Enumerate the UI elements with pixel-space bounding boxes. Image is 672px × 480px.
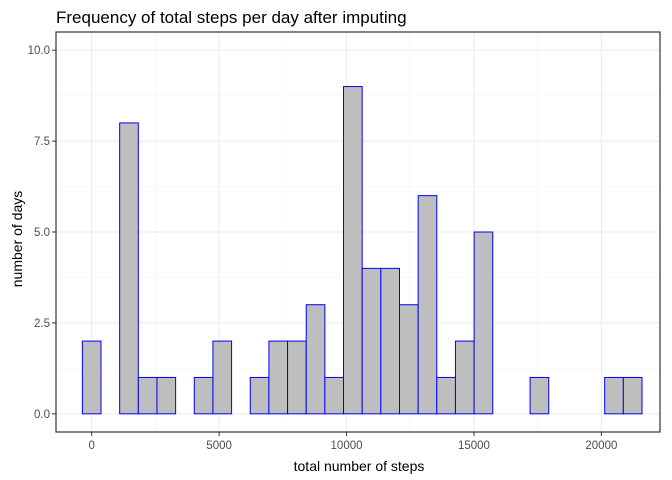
histogram-bar	[324, 376, 345, 415]
histogram-bar	[156, 376, 177, 415]
histogram-bar	[212, 340, 233, 415]
x-tick-label: 20000	[585, 440, 617, 452]
bars	[81, 86, 643, 415]
histogram-bar	[436, 376, 456, 415]
x-tick-label: 5000	[206, 440, 232, 452]
histogram-bar	[343, 86, 363, 415]
y-tick-label: 5.0	[34, 227, 50, 239]
x-tick-label: 0	[88, 440, 94, 452]
histogram-bar	[119, 122, 139, 415]
histogram-bar	[268, 340, 289, 415]
histogram-bar	[529, 376, 550, 415]
y-tick-label: 10.0	[28, 45, 50, 57]
x-tick-label: 15000	[458, 440, 490, 452]
histogram-bar	[361, 267, 382, 415]
histogram-bar	[287, 340, 307, 415]
histogram-bar	[380, 267, 400, 415]
y-tick-label: 0.0	[34, 409, 50, 421]
histogram-bar	[622, 376, 643, 415]
histogram-bar	[454, 340, 475, 415]
histogram-bar	[193, 376, 214, 415]
histogram-bar	[249, 376, 270, 415]
y-tick-label: 2.5	[34, 318, 50, 330]
histogram-bar	[398, 304, 419, 415]
x-axis-title: total number of steps	[294, 458, 425, 474]
histogram-bar	[81, 340, 102, 415]
histogram-bar	[305, 304, 326, 415]
x-tick-label: 10000	[331, 440, 363, 452]
chart-title: Frequency of total steps per day after i…	[56, 8, 407, 27]
histogram-bar	[417, 195, 438, 415]
y-tick-label: 7.5	[34, 136, 50, 148]
histogram-bar	[604, 376, 624, 415]
y-axis: 0.0 2.5 5.0 7.5 10.0	[28, 45, 56, 421]
histogram-bar	[473, 231, 494, 415]
x-axis: 0 5000 10000 15000 20000	[88, 432, 617, 452]
histogram-bar	[137, 376, 158, 415]
y-axis-title: number of days	[9, 191, 25, 288]
